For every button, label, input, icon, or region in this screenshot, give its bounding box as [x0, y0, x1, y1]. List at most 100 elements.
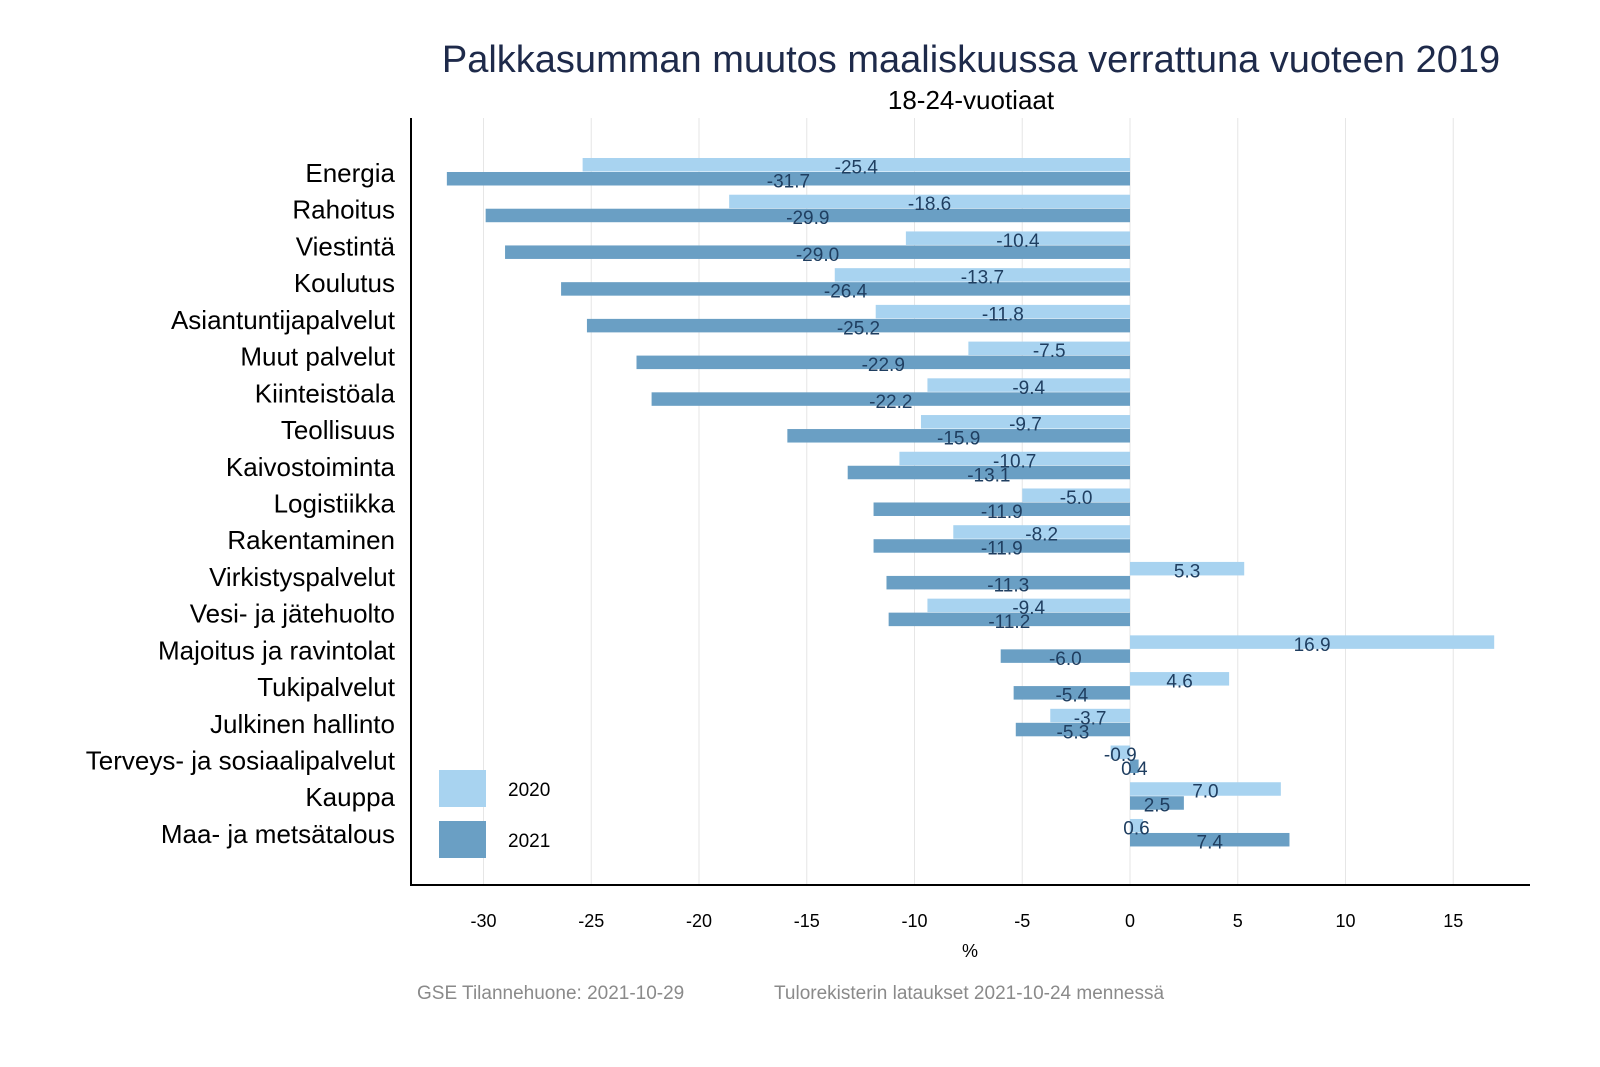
category-label: Majoitus ja ravintolat — [158, 635, 396, 665]
data-label-2021: -13.1 — [967, 465, 1010, 486]
bar-2021 — [446, 172, 1130, 186]
bar-2021 — [1015, 722, 1130, 737]
footer-source: GSE Tilannehuone: 2021-10-29 — [417, 983, 684, 1004]
bar-2020 — [927, 378, 1130, 392]
data-label-2020: -11.8 — [982, 304, 1024, 325]
category-label: Kauppa — [305, 782, 395, 812]
data-label-2020: -9.4 — [1012, 378, 1045, 399]
bar-2020 — [927, 598, 1130, 613]
x-tick-label: 10 — [1335, 911, 1355, 931]
data-label-2021: 7.4 — [1197, 832, 1224, 853]
data-label-2020: -10.4 — [996, 231, 1040, 252]
data-label-2020: 0.6 — [1123, 818, 1149, 839]
bar-2021 — [847, 465, 1130, 480]
bar-2021 — [888, 612, 1130, 627]
category-label: Virkistyspalvelut — [209, 562, 396, 592]
category-label: Julkinen hallinto — [210, 709, 395, 739]
legend-label-2021: 2021 — [508, 831, 550, 852]
category-label: Koulutus — [294, 268, 395, 298]
bar-2020 — [920, 415, 1130, 429]
data-label-2020: 4.6 — [1166, 672, 1192, 693]
x-tick-label: 15 — [1443, 911, 1463, 931]
bar-2021 — [651, 392, 1130, 406]
x-tick-label: -10 — [901, 911, 927, 931]
data-label-2021: -29.9 — [786, 208, 829, 229]
category-label: Energia — [305, 158, 395, 188]
x-tick-label: 5 — [1233, 911, 1243, 931]
data-label-2020: -0.9 — [1104, 745, 1137, 766]
bar-2021 — [586, 318, 1130, 333]
category-label: Muut palvelut — [240, 342, 395, 372]
data-label-2021: 0.4 — [1121, 759, 1148, 780]
bar-2021 — [873, 502, 1130, 516]
bar-2020 — [582, 158, 1130, 172]
category-label: Maa- ja metsätalous — [161, 819, 395, 849]
x-tick-labels: -30 -25 -20 -15 -10 -5 0 5 10 15 — [470, 911, 1463, 931]
category-label: Rakentaminen — [227, 525, 395, 555]
x-tick-label: -30 — [470, 911, 496, 931]
category-label: Asiantuntijapalvelut — [171, 305, 396, 335]
data-label-2021: -15.9 — [937, 429, 980, 450]
bar-2020 — [899, 451, 1130, 466]
data-label-2021: -25.2 — [837, 318, 880, 339]
x-tick-label: -20 — [686, 911, 712, 931]
x-tick-label: 0 — [1125, 911, 1135, 931]
data-label-2020: 16.9 — [1294, 635, 1331, 656]
data-label-2020: -25.4 — [835, 158, 879, 179]
data-label-2020: -3.7 — [1074, 708, 1107, 729]
category-label: Vesi- ja jätehuolto — [190, 599, 395, 629]
data-label-2021: -22.2 — [869, 392, 912, 413]
data-label-2021: 2.5 — [1144, 796, 1170, 817]
bar-2021 — [561, 282, 1130, 296]
bar-2020 — [968, 341, 1130, 356]
bar-2021 — [485, 208, 1130, 223]
data-label-2021: -26.4 — [824, 282, 868, 303]
data-label-2021: -11.9 — [981, 502, 1023, 523]
data-label-2020: -9.7 — [1009, 415, 1042, 436]
data-label-2020: -5.0 — [1060, 488, 1093, 509]
data-labels: -25.4 -31.7 -18.6 -29.9 -10.4 -29.0 -13.7 -26.4… — [767, 158, 1331, 854]
bar-2021 — [873, 539, 1130, 553]
bar-2020 — [1022, 488, 1130, 502]
bar-2020 — [1050, 708, 1130, 723]
data-label-2021: -5.3 — [1057, 722, 1090, 743]
legend-label-2020: 2020 — [508, 780, 550, 801]
data-label-2020: -18.6 — [908, 194, 951, 215]
bar-2020 — [953, 525, 1130, 539]
bar-2021 — [1013, 686, 1130, 700]
data-label-2020: -9.4 — [1012, 598, 1045, 619]
bar-2020 — [729, 194, 1130, 209]
data-label-2020: -8.2 — [1025, 525, 1058, 546]
bar-2021 — [787, 429, 1130, 443]
bar-2021 — [636, 355, 1130, 370]
category-label: Kiinteistöala — [255, 378, 396, 408]
category-label: Logistiikka — [274, 488, 396, 518]
category-label: Kaivostoiminta — [226, 452, 396, 482]
category-label: Viestintä — [296, 231, 396, 261]
bar-2020 — [905, 231, 1130, 245]
x-axis-label: % — [962, 941, 978, 961]
bar-2020 — [1130, 818, 1143, 833]
data-label-2021: -11.2 — [988, 612, 1030, 633]
data-label-2020: -7.5 — [1033, 341, 1066, 362]
data-label-2021: -5.4 — [1055, 686, 1088, 707]
chart-title: Palkkasumman muutos maaliskuussa verratt… — [442, 39, 1500, 81]
data-label-2021: -6.0 — [1049, 649, 1082, 670]
legend: 2020 2021 — [439, 770, 550, 858]
category-label: Rahoitus — [292, 195, 395, 225]
bar-2021 — [886, 575, 1130, 590]
category-labels: Energia Rahoitus Viestintä Koulutus Asiantun… — [86, 158, 396, 849]
bars — [446, 158, 1495, 847]
data-label-2021: -22.9 — [862, 355, 905, 376]
footer-note: Tulorekisterin lataukset 2021-10-24 menn… — [774, 983, 1164, 1004]
category-label: Terveys- ja sosiaalipalvelut — [86, 746, 396, 776]
bar-2020 — [1130, 635, 1495, 649]
legend-swatch-2020 — [439, 770, 486, 807]
bar-2020 — [1110, 745, 1130, 760]
data-label-2020: -10.7 — [993, 451, 1036, 472]
data-label-2021: -29.0 — [796, 245, 839, 266]
data-label-2021: -31.7 — [767, 172, 810, 193]
data-label-2020: 5.3 — [1174, 561, 1200, 582]
data-label-2020: -13.7 — [961, 268, 1004, 289]
